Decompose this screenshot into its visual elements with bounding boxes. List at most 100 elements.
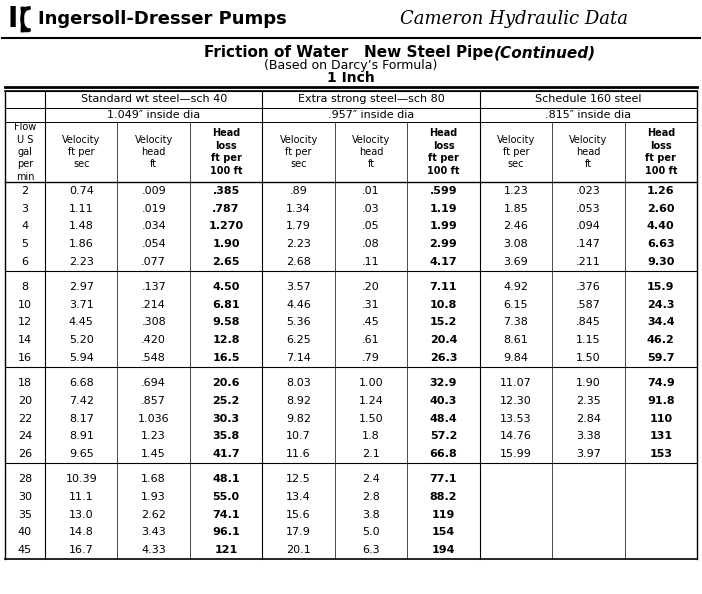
Text: Velocity
head
ft: Velocity head ft <box>352 135 390 169</box>
Text: 12.5: 12.5 <box>286 474 311 484</box>
Text: 25.2: 25.2 <box>213 396 240 406</box>
Text: 2.65: 2.65 <box>213 257 240 267</box>
Text: 40.3: 40.3 <box>430 396 457 406</box>
Text: 26: 26 <box>18 449 32 459</box>
Text: 119: 119 <box>432 510 455 520</box>
Text: 131: 131 <box>649 431 673 441</box>
Text: 77.1: 77.1 <box>430 474 457 484</box>
Text: 121: 121 <box>215 545 238 555</box>
Text: 26.3: 26.3 <box>430 353 457 363</box>
Text: .587: .587 <box>576 300 601 309</box>
Text: Schedule 160 steel: Schedule 160 steel <box>535 94 642 105</box>
Text: 12: 12 <box>18 317 32 327</box>
Text: 10.39: 10.39 <box>65 474 97 484</box>
Text: .31: .31 <box>362 300 380 309</box>
Text: 13.53: 13.53 <box>500 413 531 424</box>
Text: 20.4: 20.4 <box>430 335 457 345</box>
Text: 3.57: 3.57 <box>286 282 311 292</box>
Text: 194: 194 <box>432 545 455 555</box>
Text: Head
loss
ft per
100 ft: Head loss ft per 100 ft <box>210 128 242 176</box>
Text: 6.63: 6.63 <box>647 239 675 249</box>
Text: .376: .376 <box>576 282 601 292</box>
Text: 2: 2 <box>22 186 29 196</box>
Text: 6.81: 6.81 <box>212 300 240 309</box>
Text: 59.7: 59.7 <box>647 353 675 363</box>
Text: 12.30: 12.30 <box>500 396 531 406</box>
Text: 5.36: 5.36 <box>286 317 311 327</box>
Text: 8.61: 8.61 <box>503 335 529 345</box>
Text: 2.1: 2.1 <box>362 449 380 459</box>
Text: .094: .094 <box>576 222 601 232</box>
Text: 30: 30 <box>18 492 32 502</box>
Text: 7.42: 7.42 <box>69 396 94 406</box>
Text: 3.8: 3.8 <box>362 510 380 520</box>
Text: 110: 110 <box>649 413 673 424</box>
Text: .08: .08 <box>362 239 380 249</box>
Text: 9.30: 9.30 <box>647 257 675 267</box>
Text: 41.7: 41.7 <box>212 449 240 459</box>
Text: 8.17: 8.17 <box>69 413 93 424</box>
Text: Standard wt steel—sch 40: Standard wt steel—sch 40 <box>81 94 227 105</box>
Text: 4.46: 4.46 <box>286 300 311 309</box>
Text: Velocity
ft per
sec: Velocity ft per sec <box>62 135 100 169</box>
Text: 1.45: 1.45 <box>141 449 166 459</box>
Text: I: I <box>8 5 18 33</box>
Text: .211: .211 <box>576 257 601 267</box>
Text: 154: 154 <box>432 527 455 538</box>
Text: 1.93: 1.93 <box>141 492 166 502</box>
Text: 1.036: 1.036 <box>138 413 169 424</box>
Text: 30.3: 30.3 <box>213 413 239 424</box>
Text: .599: .599 <box>430 186 457 196</box>
Text: .61: .61 <box>362 335 380 345</box>
Text: .787: .787 <box>213 204 240 214</box>
Text: 9.84: 9.84 <box>503 353 529 363</box>
Text: 11.1: 11.1 <box>69 492 93 502</box>
Text: 16: 16 <box>18 353 32 363</box>
Text: 6.68: 6.68 <box>69 378 93 388</box>
Text: 1.50: 1.50 <box>359 413 383 424</box>
Text: 1.23: 1.23 <box>503 186 529 196</box>
Text: 2.46: 2.46 <box>503 222 529 232</box>
Text: .857: .857 <box>141 396 166 406</box>
Text: 2.23: 2.23 <box>286 239 311 249</box>
Text: 7.14: 7.14 <box>286 353 311 363</box>
Text: 24.3: 24.3 <box>647 300 675 309</box>
Text: 13.0: 13.0 <box>69 510 93 520</box>
Text: .053: .053 <box>576 204 601 214</box>
Text: 20: 20 <box>18 396 32 406</box>
Text: .05: .05 <box>362 222 380 232</box>
Text: 3.38: 3.38 <box>576 431 601 441</box>
Text: 45: 45 <box>18 545 32 555</box>
Text: .077: .077 <box>141 257 166 267</box>
Text: 15.2: 15.2 <box>430 317 457 327</box>
Text: .845: .845 <box>576 317 601 327</box>
Text: .694: .694 <box>141 378 166 388</box>
Text: .20: .20 <box>362 282 380 292</box>
Text: 4: 4 <box>22 222 29 232</box>
Text: 32.9: 32.9 <box>430 378 457 388</box>
Text: 1.99: 1.99 <box>430 222 457 232</box>
Text: .79: .79 <box>362 353 380 363</box>
Text: 46.2: 46.2 <box>647 335 675 345</box>
Text: 20.1: 20.1 <box>286 545 311 555</box>
Text: 8.91: 8.91 <box>69 431 93 441</box>
Text: 3.08: 3.08 <box>503 239 529 249</box>
Text: 3.43: 3.43 <box>141 527 166 538</box>
Text: 11.6: 11.6 <box>286 449 311 459</box>
Text: 12.8: 12.8 <box>213 335 240 345</box>
Text: 4.45: 4.45 <box>69 317 93 327</box>
Text: 20.6: 20.6 <box>213 378 240 388</box>
Text: 48.1: 48.1 <box>212 474 240 484</box>
Text: 74.1: 74.1 <box>212 510 240 520</box>
Text: 6.15: 6.15 <box>503 300 528 309</box>
Text: 7.11: 7.11 <box>430 282 457 292</box>
Text: Velocity
head
ft: Velocity head ft <box>569 135 607 169</box>
Text: 3.97: 3.97 <box>576 449 601 459</box>
Text: 16.7: 16.7 <box>69 545 93 555</box>
Text: 8.92: 8.92 <box>286 396 311 406</box>
Text: 10: 10 <box>18 300 32 309</box>
Text: .009: .009 <box>141 186 166 196</box>
Text: (Based on Darcy’s Formula): (Based on Darcy’s Formula) <box>265 59 437 72</box>
Text: 1.86: 1.86 <box>69 239 93 249</box>
Text: 1.11: 1.11 <box>69 204 93 214</box>
